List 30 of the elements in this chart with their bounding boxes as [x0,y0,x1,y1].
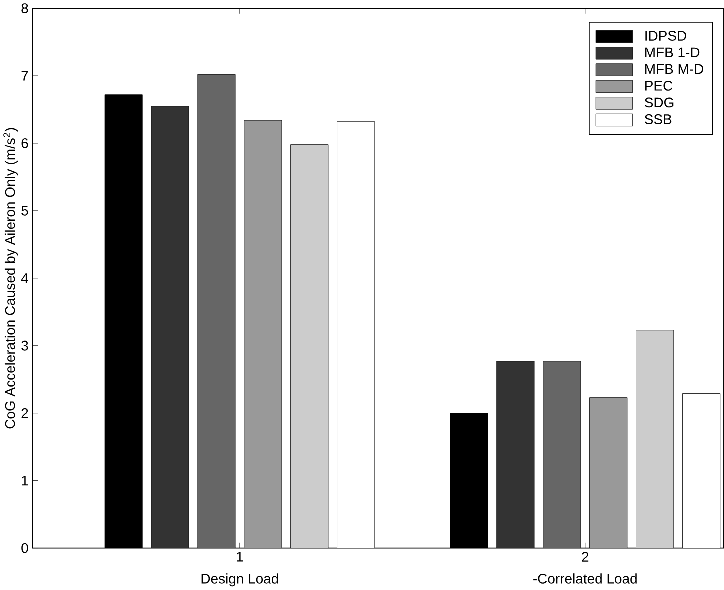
y-tick-label: 6 [22,138,28,148]
y-tick-label: 3 [22,340,28,351]
legend-label: PEC [646,80,673,91]
y-tick-label: 7 [22,71,28,81]
bar [244,120,282,548]
bar [198,74,236,548]
bar [337,122,376,548]
bar [496,361,535,548]
y-tick-label: 5 [22,206,28,216]
y-axis-title: CoG Acceleration Caused by Aileron Only (m/s$^{2}$) [4,128,18,429]
y-tick-label: 1 [22,476,28,486]
bar [151,106,190,548]
legend-label: SDG [645,98,674,108]
y-tick-label: 8 [22,3,28,14]
legend-label: SSB [645,114,672,124]
y-tick-label: 4 [21,274,28,284]
bar [590,398,628,548]
text: -Correlated Load [534,573,637,584]
bar [543,361,582,548]
legend-label: IDPSD [646,30,686,41]
y-tick-label: 2 [22,408,28,418]
legend-label: MFB 1-D [646,48,700,58]
y-tick-label: 0 [22,543,28,554]
text: Design Load [202,573,278,587]
bar [104,94,143,548]
bar [636,330,674,548]
bar [450,413,488,548]
legend-label: MFB M-D [646,64,704,74]
bar [290,144,329,548]
bar [682,393,721,548]
